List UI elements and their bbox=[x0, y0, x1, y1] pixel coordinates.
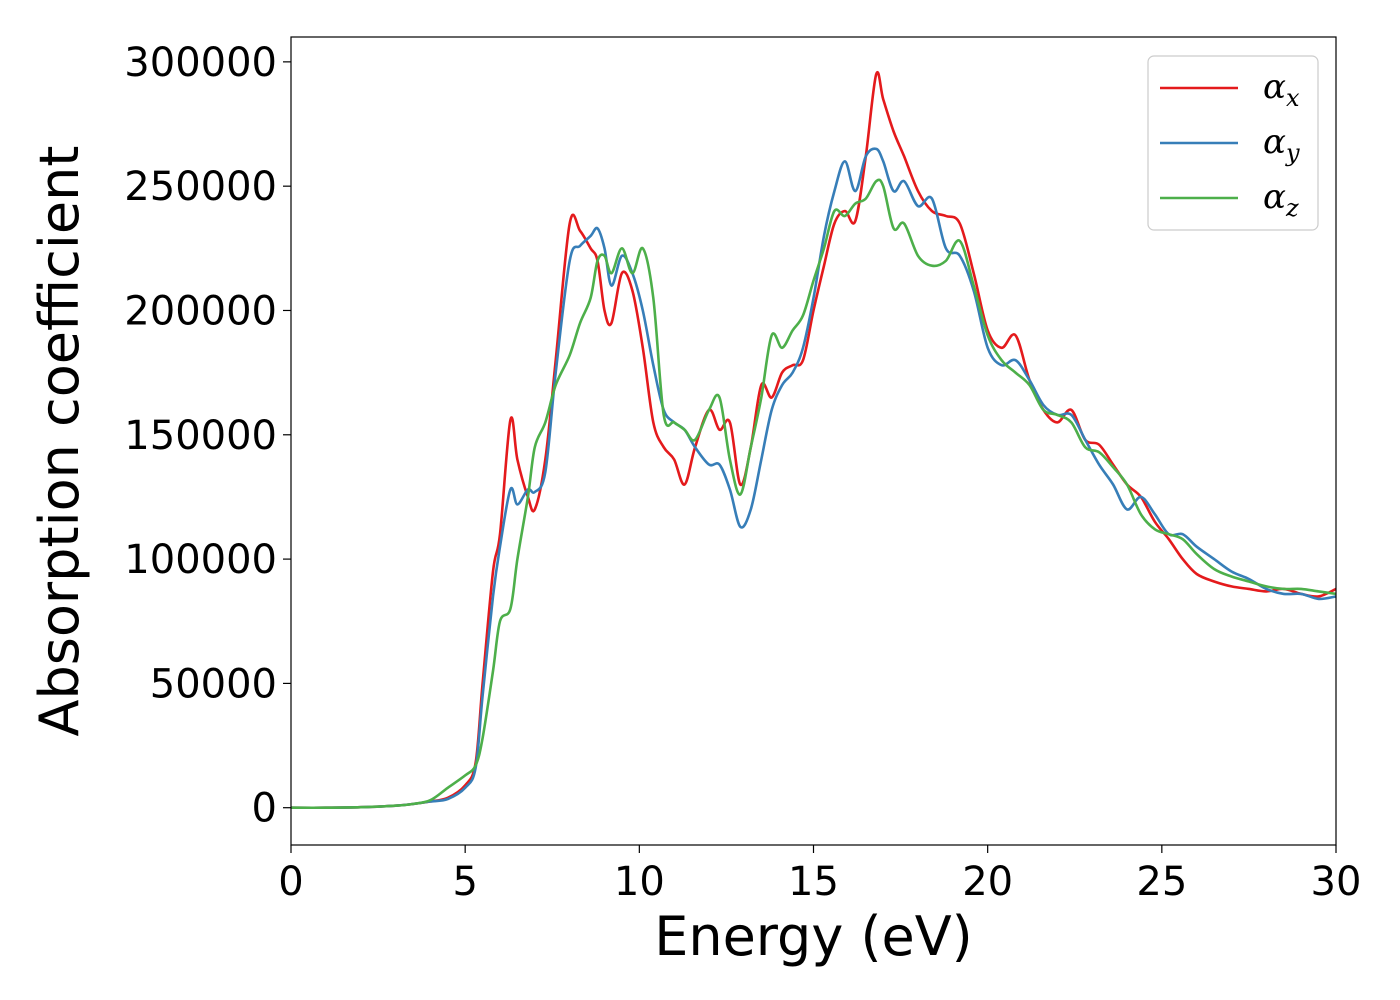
y-tick-label: 150000 bbox=[124, 413, 277, 459]
legend: αx αy αz bbox=[1147, 55, 1319, 231]
x-tick-label: 0 bbox=[278, 859, 303, 905]
plot-lines bbox=[290, 70, 1337, 810]
y-tick-label: 250000 bbox=[124, 164, 277, 210]
series-line-z bbox=[290, 178, 1337, 810]
x-axis-ticks: 0 5 10 15 20 25 30 bbox=[278, 845, 1361, 905]
y-tick-label: 300000 bbox=[124, 40, 277, 86]
legend-label-z: αz bbox=[1263, 177, 1299, 222]
y-axis-label: Absorption coefficient bbox=[28, 146, 91, 737]
legend-label-x: αx bbox=[1263, 67, 1300, 112]
x-tick-label: 15 bbox=[788, 859, 839, 905]
series-line-y bbox=[290, 147, 1337, 810]
x-tick-label: 20 bbox=[962, 859, 1013, 905]
x-tick-label: 10 bbox=[614, 859, 665, 905]
x-tick-label: 30 bbox=[1311, 859, 1362, 905]
legend-label-y: αy bbox=[1263, 122, 1300, 167]
y-tick-label: 200000 bbox=[124, 288, 277, 334]
y-tick-label: 0 bbox=[252, 786, 277, 832]
y-tick-label: 50000 bbox=[150, 661, 277, 707]
x-tick-label: 25 bbox=[1136, 859, 1187, 905]
y-tick-label: 100000 bbox=[124, 537, 277, 583]
x-tick-label: 5 bbox=[452, 859, 477, 905]
y-axis-ticks: 0 50000 100000 150000 200000 250000 300000 bbox=[124, 40, 291, 832]
x-axis-label: Energy (eV) bbox=[654, 905, 973, 968]
